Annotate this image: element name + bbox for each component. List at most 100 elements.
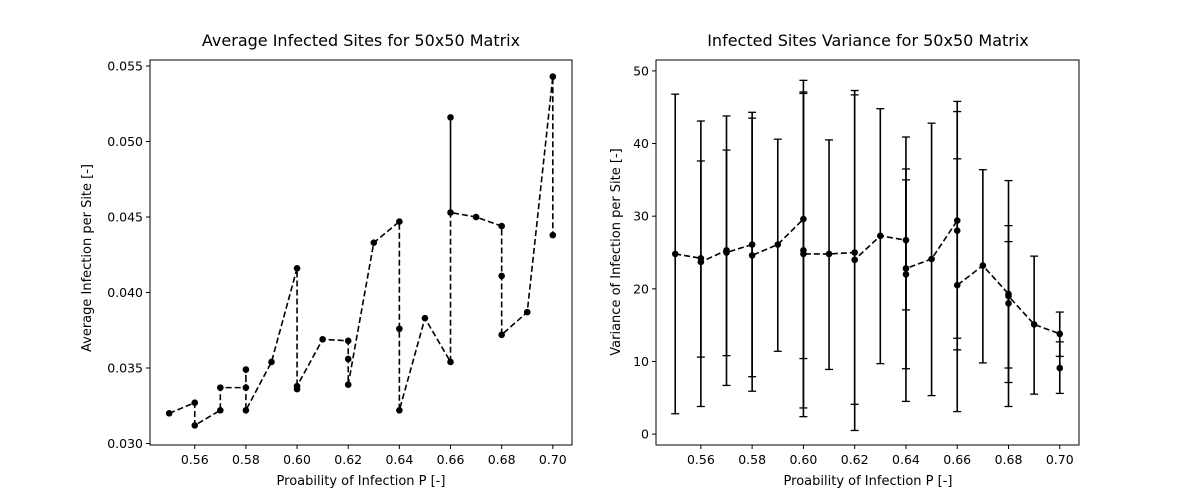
left-chart-data-point (293, 382, 301, 390)
left-chart-data-point (421, 314, 429, 322)
left-chart-ytick-label: 0.045 (107, 210, 143, 225)
right-chart-data-point (928, 255, 935, 263)
left-chart-data-point (447, 209, 454, 216)
left-chart-xlabel: Proability of Infection P [-] (277, 474, 446, 489)
right-chart-ytick-label: 20 (633, 281, 649, 296)
right-chart-data-point (953, 217, 961, 224)
left-chart-data-point (498, 331, 505, 339)
left-chart-ticks: 0.56 0.58 0.60 0.62 0.64 0.66 0.68 0.70 0.030 0.0… (107, 59, 567, 467)
left-chart-data-point (447, 358, 454, 366)
left-chart-xtick-label: 0.64 (385, 452, 413, 467)
left-chart-data-point (217, 406, 224, 414)
left-chart-data-point (293, 265, 301, 272)
left-chart-ytick-label: 0.040 (107, 285, 143, 300)
right-chart-xtick-label: 0.66 (943, 452, 971, 467)
left-chart-data-point (549, 73, 557, 80)
left-chart-xtick-label: 0.62 (334, 452, 362, 467)
left-chart-ytick-label: 0.035 (107, 361, 143, 376)
right-chart-ticks: 0.56 0.58 0.60 0.62 0.64 0.66 0.68 0.70 0 10 20 30 4… (633, 63, 1074, 467)
left-chart-ylabel: Average Infection per Site [-] (80, 164, 95, 352)
right-chart-data-point (902, 265, 910, 272)
right-chart-ylabel: Variance of Infection per Site [-] (609, 148, 624, 355)
left-chart-data-point (268, 358, 275, 366)
left-chart-ytick-label: 0.050 (107, 134, 143, 149)
right-chart-data-point (671, 250, 679, 258)
right-chart-ytick-label: 10 (633, 354, 649, 369)
left-chart-data-point (344, 381, 352, 388)
left-chart-data-point (191, 422, 199, 429)
right-chart-data-point (979, 262, 987, 269)
right-chart-ytick-label: 40 (633, 136, 649, 151)
right-chart-data-point (800, 250, 807, 258)
left-chart-data-point (472, 213, 480, 221)
left-chart-data-point (549, 231, 557, 239)
right-chart-data-point (1056, 330, 1064, 338)
left-chart-data-point (191, 399, 199, 407)
left-chart-series-line (168, 76, 554, 427)
left-chart-ytick-label: 0.055 (107, 59, 143, 74)
left-chart-data-point (498, 222, 505, 230)
left-chart-data-point (498, 272, 505, 280)
right-chart-xlabel: Proability of Infection P [-] (784, 474, 953, 489)
right-chart-data-point (1030, 321, 1038, 328)
right-chart-data-point (825, 250, 833, 258)
right-chart-data-point (1005, 292, 1012, 300)
right-chart-frame (655, 59, 1080, 446)
left-chart-data-point (396, 325, 403, 333)
right-chart-data-point (1005, 300, 1012, 307)
right-chart-data-point (851, 256, 858, 264)
right-chart-data-point (800, 215, 807, 223)
right-chart-data-point (748, 252, 756, 259)
right-chart-plot (671, 79, 1064, 432)
left-chart-data-point (242, 384, 250, 391)
right-chart-data-point (748, 241, 756, 248)
left-chart-xtick-label: 0.66 (437, 452, 465, 467)
right-chart-data-point (1056, 364, 1064, 372)
left-chart-data-point (447, 114, 454, 121)
left-chart-data-point (396, 406, 403, 414)
left-chart-xtick-label: 0.70 (539, 452, 567, 467)
right-chart-xtick-label: 0.70 (1046, 452, 1074, 467)
left-chart-xtick-label: 0.68 (488, 452, 516, 467)
right-chart-ytick-label: 30 (633, 209, 649, 224)
right-chart: Infected Sites Variance for 50x50 Matrix… (609, 31, 1080, 489)
left-chart-data-point (165, 409, 173, 417)
right-chart-xtick-label: 0.62 (841, 452, 869, 467)
right-chart-data-point (774, 241, 782, 248)
right-chart-data-point (902, 236, 910, 244)
right-chart-xtick-label: 0.56 (687, 452, 715, 467)
right-chart-ytick-label: 50 (633, 63, 649, 78)
left-chart-data-point (242, 366, 250, 373)
right-chart-data-point (902, 270, 910, 278)
left-chart-data-point (344, 355, 352, 363)
right-chart-xtick-label: 0.64 (892, 452, 920, 467)
right-chart-xtick-label: 0.58 (738, 452, 766, 467)
left-chart-xtick-label: 0.56 (181, 452, 209, 467)
left-chart-ytick-label: 0.030 (107, 436, 143, 451)
right-chart-data-point (851, 249, 858, 256)
right-chart-xtick-label: 0.60 (789, 452, 817, 467)
left-chart-data-point (523, 308, 531, 316)
right-chart-data-point (877, 232, 884, 240)
right-chart-data-point (697, 258, 705, 266)
right-chart-title: Infected Sites Variance for 50x50 Matrix (707, 31, 1029, 50)
right-chart-data-point (723, 249, 730, 256)
left-chart-frame (149, 59, 573, 446)
left-chart-data-point (344, 337, 352, 345)
right-chart-ytick-label: 0 (641, 427, 649, 442)
right-chart-data-point (953, 281, 961, 289)
left-chart-data-point (319, 336, 326, 343)
left-chart-xtick-label: 0.58 (232, 452, 260, 467)
left-chart-data-point (217, 384, 224, 391)
left-chart-data-point (396, 218, 403, 225)
right-chart-xtick-label: 0.68 (995, 452, 1023, 467)
left-chart-xtick-label: 0.60 (283, 452, 311, 467)
left-chart-data-point (242, 406, 250, 414)
right-chart-data-point (953, 227, 961, 235)
left-chart: Average Infected Sites for 50x50 Matrix … (80, 31, 573, 489)
left-chart-title: Average Infected Sites for 50x50 Matrix (202, 31, 520, 50)
right-chart-series-line (675, 217, 1061, 368)
left-chart-data-point (370, 239, 378, 246)
left-chart-plot (165, 73, 557, 429)
